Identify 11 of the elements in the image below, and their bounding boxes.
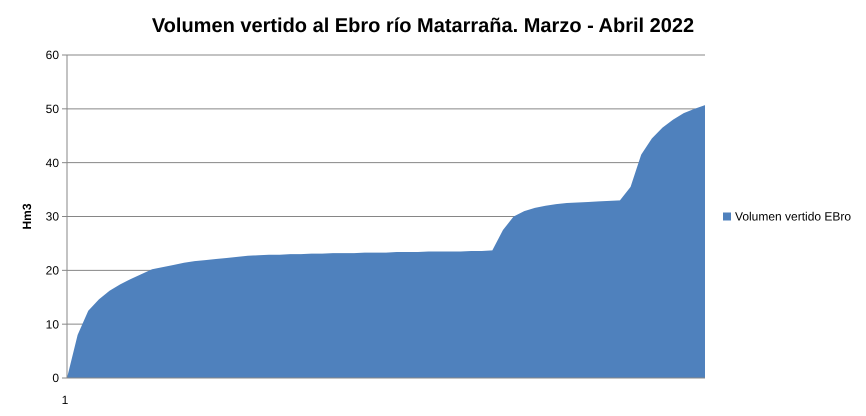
chart-title: Volumen vertido al Ebro río Matarraña. Marzo - Abril 2022	[152, 15, 694, 37]
y-tick-label: 20	[46, 264, 60, 278]
y-tick-label: 30	[46, 210, 60, 224]
legend-label: Volumen vertido EBro	[735, 210, 852, 224]
y-tick-label: 10	[46, 317, 60, 332]
y-tick-label: 60	[46, 48, 60, 62]
y-axis-title: Hm3	[20, 203, 34, 230]
x-tick-label: 1	[62, 393, 69, 407]
y-tick-label: 0	[52, 371, 60, 386]
y-tick-label: 50	[46, 102, 60, 116]
y-tick-label: 40	[46, 156, 60, 170]
